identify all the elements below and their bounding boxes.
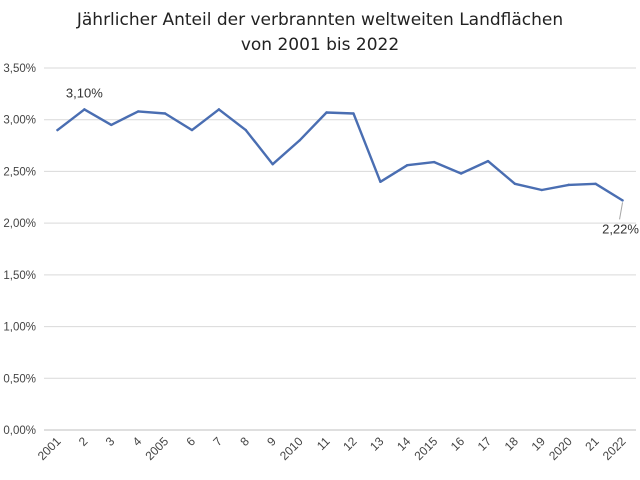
y-tick-label: 2,50% [3, 166, 36, 178]
data-point [190, 128, 194, 132]
data-point [594, 182, 597, 186]
data-point [244, 128, 248, 132]
y-tick-label: 3,50% [3, 63, 36, 75]
series-layer [56, 108, 624, 202]
data-point [136, 110, 140, 113]
data-labels: 3,10% 2,22% [66, 85, 639, 236]
y-tick-label: 3,00% [3, 115, 36, 127]
y-tick-label: 1,50% [3, 270, 36, 282]
data-point [217, 108, 221, 111]
x-tick-label: 2005 [142, 434, 171, 463]
label-leader-line [619, 202, 624, 220]
gridlines [44, 67, 636, 431]
x-tick-label: 6 [183, 434, 198, 449]
x-tick-label: 11 [314, 434, 333, 453]
data-point [406, 164, 409, 167]
x-tick-label: 14 [394, 434, 414, 454]
data-point [379, 180, 382, 183]
data-point [163, 112, 167, 115]
x-tick-label: 2010 [277, 434, 306, 463]
x-tick-label: 16 [448, 434, 468, 454]
x-tick-label: 2 [76, 434, 91, 449]
data-point [352, 112, 355, 115]
data-point [298, 139, 301, 142]
x-tick-label: 2022 [600, 434, 629, 463]
chart-title-line-2: von 2001 bis 2022 [241, 35, 399, 55]
x-tick-label: 17 [475, 434, 495, 454]
x-tick-label: 3 [103, 434, 118, 449]
data-point [486, 159, 490, 163]
x-tick-label: 18 [502, 434, 522, 454]
y-tick-label: 2,00% [3, 218, 36, 230]
data-point [110, 123, 113, 127]
chart-title-line-1: Jährlicher Anteil der verbrannten weltwe… [76, 10, 563, 30]
data-point [325, 111, 328, 114]
data-label: 2,22% [602, 221, 639, 236]
x-tick-label: 2020 [546, 434, 575, 463]
x-tick-label: 12 [340, 434, 360, 454]
data-point [83, 108, 86, 111]
x-tick-label: 21 [582, 434, 602, 454]
x-tick-label: 13 [367, 434, 387, 454]
y-axis-ticks: 0,00% 0,50% 1,00% 1,50% 2,00% 2,50% 3,00% 3,50% [3, 63, 36, 437]
data-point [432, 160, 436, 164]
data-point [459, 172, 463, 175]
series-line [56, 108, 624, 202]
x-tick-label: 9 [264, 434, 279, 449]
data-label: 3,10% [66, 85, 103, 100]
x-tick-label: 8 [237, 434, 252, 449]
data-point [56, 128, 59, 132]
x-tick-label: 2001 [35, 434, 64, 463]
data-point [540, 188, 544, 192]
data-point [621, 199, 624, 202]
y-tick-label: 1,00% [3, 322, 36, 334]
x-tick-label: 7 [210, 434, 225, 449]
data-point [513, 182, 517, 186]
data-point [271, 162, 274, 166]
x-tick-label: 2015 [412, 434, 441, 463]
data-point [567, 183, 570, 187]
y-tick-label: 0,00% [3, 425, 36, 437]
x-tick-label: 19 [529, 434, 549, 454]
y-tick-label: 0,50% [3, 373, 36, 385]
x-tick-label: 4 [130, 434, 145, 449]
